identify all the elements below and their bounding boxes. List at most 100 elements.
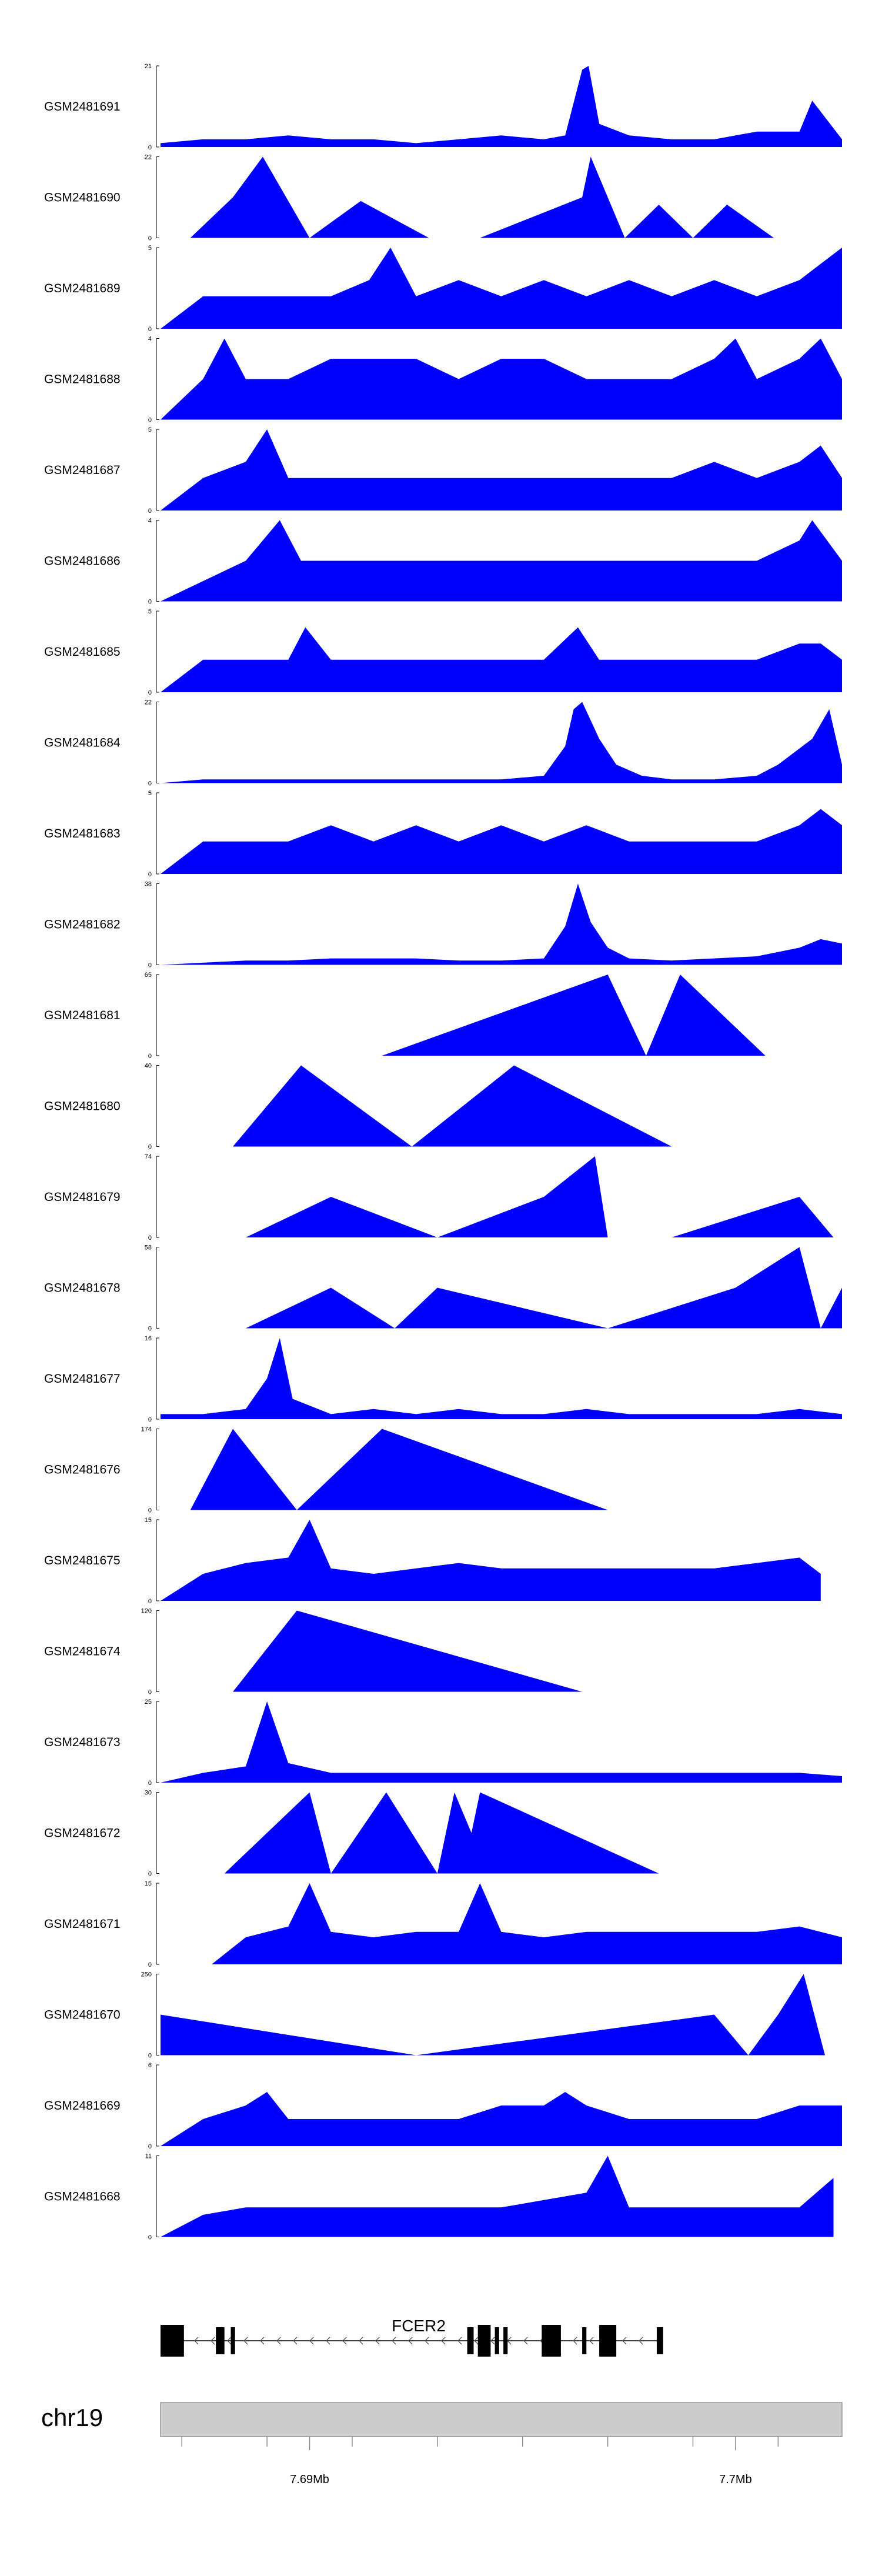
y-tick-max: 16 — [145, 1335, 152, 1342]
strand-chevron — [457, 2337, 462, 2345]
y-tick-zero: 0 — [148, 235, 152, 242]
track-GSM2481685: GSM2481685 5 0 — [44, 608, 842, 696]
exon — [503, 2327, 508, 2354]
y-tick-max: 22 — [145, 154, 152, 161]
y-tick-max: 250 — [141, 1971, 152, 1978]
track-label: GSM2481679 — [44, 1190, 121, 1204]
coverage-area — [245, 1156, 834, 1237]
y-tick-max: 15 — [145, 1517, 152, 1524]
track-GSM2481677: GSM2481677 16 0 — [44, 1335, 842, 1423]
track-GSM2481673: GSM2481673 25 0 — [44, 1699, 842, 1787]
y-tick-zero: 0 — [148, 2234, 152, 2241]
y-tick-zero: 0 — [148, 326, 152, 333]
strand-chevron — [490, 2337, 495, 2345]
y-tick-zero: 0 — [148, 508, 152, 515]
track-GSM2481675: GSM2481675 15 0 — [44, 1517, 821, 1605]
coverage-area — [161, 1974, 825, 2056]
y-tick-zero: 0 — [148, 1780, 152, 1787]
coverage-area — [161, 702, 842, 783]
track-label: GSM2481686 — [44, 555, 121, 568]
y-tick-zero: 0 — [148, 2053, 152, 2060]
y-tick-max: 5 — [148, 245, 152, 252]
track-GSM2481679: GSM2481679 74 0 — [44, 1153, 834, 1242]
y-tick-zero: 0 — [148, 1416, 152, 1423]
track-GSM2481670: GSM2481670 250 0 — [44, 1971, 825, 2060]
track-label: GSM2481671 — [44, 1917, 121, 1931]
strand-chevron — [260, 2337, 265, 2345]
track-label: GSM2481683 — [44, 827, 121, 840]
coverage-area — [211, 1883, 842, 1964]
y-tick-zero: 0 — [148, 1144, 152, 1151]
track-GSM2481683: GSM2481683 5 0 — [44, 790, 842, 878]
track-label: GSM2481682 — [44, 918, 121, 932]
strand-chevron — [342, 2337, 347, 2345]
y-tick-max: 5 — [148, 426, 152, 433]
exon — [582, 2327, 587, 2354]
y-tick-zero: 0 — [148, 1598, 152, 1605]
ideogram-track: chr19 — [41, 2402, 843, 2437]
strand-chevron — [589, 2337, 594, 2345]
track-GSM2481691: GSM2481691 21 0 — [44, 63, 842, 151]
track-GSM2481682: GSM2481682 38 0 — [44, 881, 842, 969]
y-tick-max: 4 — [148, 336, 152, 343]
strand-chevron — [194, 2337, 199, 2345]
strand-chevron — [639, 2337, 643, 2345]
y-tick-zero: 0 — [148, 1689, 152, 1696]
exon — [230, 2327, 235, 2354]
track-label: GSM2481687 — [44, 463, 121, 477]
track-GSM2481669: GSM2481669 6 0 — [44, 2062, 842, 2150]
y-tick-max: 74 — [145, 1153, 152, 1160]
coverage-area — [233, 1610, 583, 1692]
y-tick-zero: 0 — [148, 1326, 152, 1333]
track-GSM2481688: GSM2481688 4 0 — [44, 336, 842, 424]
track-GSM2481668: GSM2481668 11 0 — [44, 2153, 834, 2241]
exon — [599, 2325, 617, 2357]
y-tick-zero: 0 — [148, 871, 152, 878]
track-GSM2481681: GSM2481681 65 0 — [44, 972, 766, 1060]
track-label: GSM2481691 — [44, 100, 121, 114]
track-label: GSM2481674 — [44, 1645, 121, 1659]
track-GSM2481686: GSM2481686 4 0 — [44, 518, 842, 606]
track-GSM2481687: GSM2481687 5 0 — [44, 426, 842, 515]
y-tick-max: 5 — [148, 608, 152, 615]
track-label: GSM2481688 — [44, 373, 121, 386]
coverage-area — [224, 1792, 659, 1874]
strand-chevron — [326, 2337, 330, 2345]
chromosome-label: chr19 — [41, 2404, 103, 2431]
y-tick-zero: 0 — [148, 2143, 152, 2150]
gene-track-fcer2: FCER2 — [161, 2317, 663, 2357]
strand-chevron — [523, 2337, 528, 2345]
track-label: GSM2481684 — [44, 736, 121, 750]
track-label: GSM2481670 — [44, 2008, 121, 2022]
track-label: GSM2481685 — [44, 645, 121, 659]
track-label: GSM2481680 — [44, 1100, 121, 1113]
exon — [542, 2325, 561, 2357]
coverage-area — [245, 1247, 842, 1329]
strand-chevron — [309, 2337, 314, 2345]
gene-label: FCER2 — [392, 2317, 446, 2335]
coverage-area — [161, 1701, 842, 1783]
y-tick-zero: 0 — [148, 417, 152, 424]
coverage-tracks: GSM2481691210GSM2481690220GSM248168950GS… — [44, 63, 842, 2241]
coverage-area — [190, 156, 804, 238]
exon — [467, 2327, 474, 2354]
track-GSM2481671: GSM2481671 15 0 — [44, 1880, 842, 1968]
track-label: GSM2481689 — [44, 282, 121, 295]
y-tick-zero: 0 — [148, 780, 152, 788]
genome-axis: 7.69Mb 7.7Mb — [181, 2437, 779, 2486]
track-label: GSM2481690 — [44, 191, 121, 205]
track-label: GSM2481676 — [44, 1463, 121, 1477]
strand-chevron — [243, 2337, 248, 2345]
y-tick-zero: 0 — [148, 1053, 152, 1060]
strand-chevron — [425, 2337, 429, 2345]
track-GSM2481678: GSM2481678 58 0 — [44, 1244, 842, 1333]
coverage-area — [190, 1429, 608, 1510]
coverage-area — [161, 2092, 842, 2146]
strand-chevron — [573, 2337, 577, 2345]
y-tick-zero: 0 — [148, 1871, 152, 1878]
track-GSM2481674: GSM2481674 120 0 — [44, 1608, 583, 1696]
y-tick-max: 58 — [145, 1244, 152, 1252]
track-label: GSM2481668 — [44, 2190, 121, 2204]
track-GSM2481690: GSM2481690 22 0 — [44, 154, 804, 242]
